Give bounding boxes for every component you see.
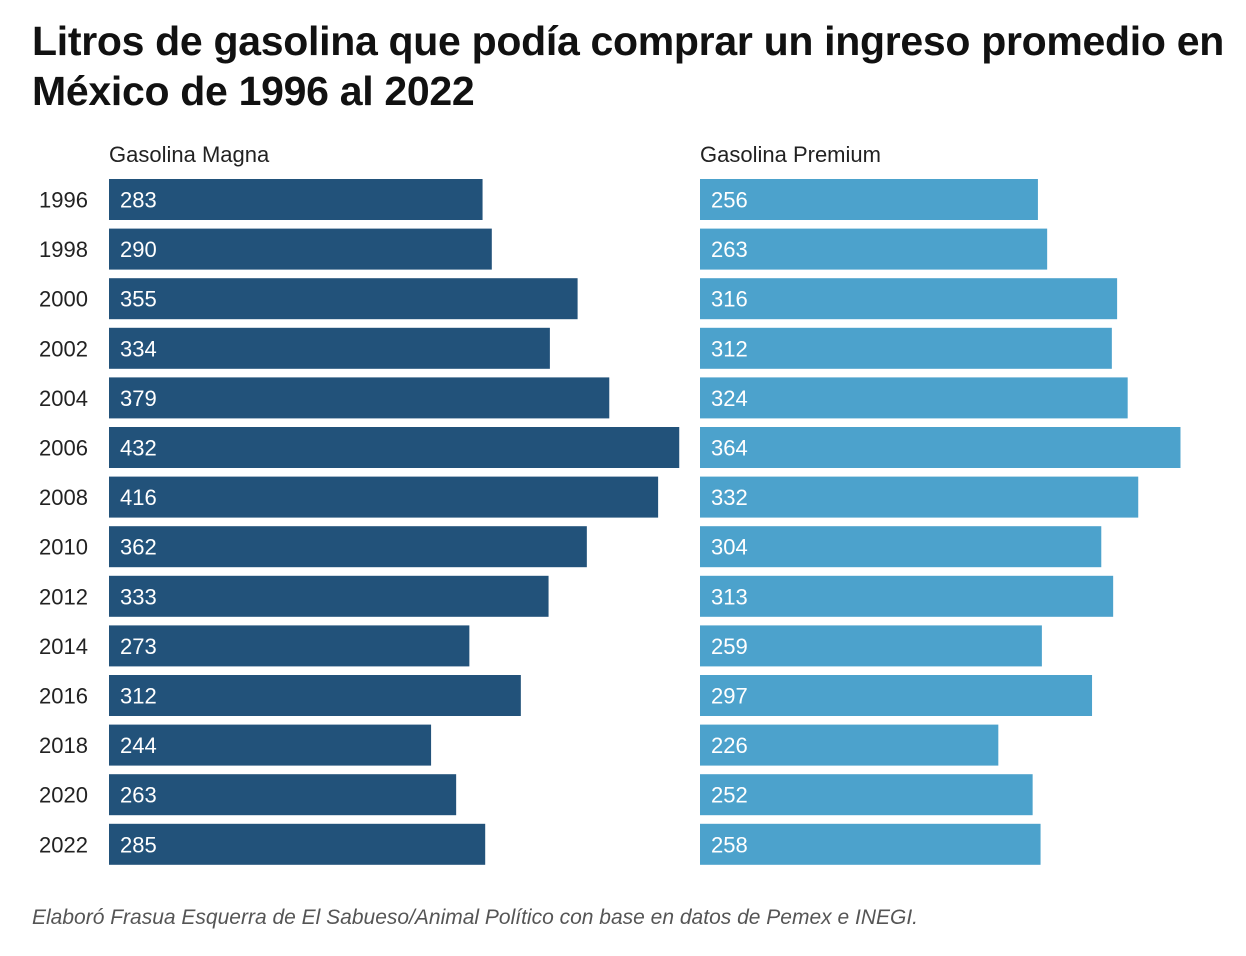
bar-chart: 1996 1998 2000 2002 2004 2006 2008 2010 2012 2014… [39, 142, 1181, 865]
bar-1-2008 [700, 476, 1139, 518]
panel-gasolina-magna: Gasolina Magna 283 290 355 334 379 432 416 362 33… [109, 142, 680, 865]
year-label-2014: 2014 [39, 634, 88, 659]
bar-value-label: 304 [711, 535, 748, 560]
bar-value-label: 312 [120, 684, 157, 709]
bar-value-label: 416 [120, 485, 157, 510]
bar-0-2020 [109, 774, 457, 816]
year-label-2008: 2008 [39, 485, 88, 510]
bar-value-label: 362 [120, 535, 157, 560]
bar-0-2008 [109, 476, 659, 518]
year-label-2002: 2002 [39, 336, 88, 361]
bar-0-2012 [109, 575, 549, 617]
year-label-2018: 2018 [39, 733, 88, 758]
bar-value-label: 324 [711, 386, 748, 411]
panel-gasolina-premium: Gasolina Premium 256 263 316 312 324 364 332 304… [700, 142, 1181, 865]
series-header-1: Gasolina Premium [700, 142, 881, 167]
year-label-2000: 2000 [39, 287, 88, 312]
bar-value-label: 252 [711, 783, 748, 808]
bar-0-2006 [109, 427, 680, 468]
chart-title: Litros de gasolina que podía comprar un … [32, 18, 1224, 114]
bar-1-2012 [700, 575, 1114, 617]
bar-value-label: 290 [120, 237, 157, 262]
bar-value-label: 283 [120, 188, 157, 213]
bar-0-2016 [109, 675, 521, 716]
bar-0-2004 [109, 377, 610, 419]
bar-1-2014 [700, 625, 1042, 667]
bar-value-label: 333 [120, 584, 157, 609]
bar-0-2002 [109, 327, 550, 369]
bar-1-2020 [700, 774, 1033, 816]
bar-0-2010 [109, 526, 587, 568]
bar-0-2022 [109, 823, 486, 865]
year-label-2012: 2012 [39, 584, 88, 609]
year-label-2022: 2022 [39, 832, 88, 857]
bar-0-2014 [109, 625, 470, 667]
bar-1-1996 [700, 179, 1038, 220]
bar-value-label: 312 [711, 336, 748, 361]
year-label-2004: 2004 [39, 386, 88, 411]
bar-value-label: 334 [120, 336, 157, 361]
bar-value-label: 273 [120, 634, 157, 659]
bar-1-2006 [700, 427, 1181, 468]
year-label-2010: 2010 [39, 535, 88, 560]
source-note: Elaboró Frasua Esquerra de El Sabueso/An… [32, 906, 918, 929]
bar-1-2004 [700, 377, 1128, 419]
year-label-2016: 2016 [39, 684, 88, 709]
bar-1-2022 [700, 823, 1041, 865]
bar-value-label: 313 [711, 584, 748, 609]
bar-1-2002 [700, 327, 1112, 369]
bar-value-label: 297 [711, 684, 748, 709]
bar-1-2010 [700, 526, 1102, 568]
bar-1-1998 [700, 228, 1048, 270]
bar-value-label: 258 [711, 832, 748, 857]
bar-value-label: 263 [120, 783, 157, 808]
bar-value-label: 355 [120, 287, 157, 312]
bar-value-label: 285 [120, 832, 157, 857]
bar-value-label: 379 [120, 386, 157, 411]
bar-value-label: 226 [711, 733, 748, 758]
bar-0-1998 [109, 228, 492, 270]
bar-value-label: 256 [711, 188, 748, 213]
year-labels: 1996 1998 2000 2002 2004 2006 2008 2010 2012 2014… [39, 188, 88, 858]
year-label-2006: 2006 [39, 436, 88, 461]
bar-1-2018 [700, 724, 999, 766]
bar-value-label: 316 [711, 287, 748, 312]
bar-0-2000 [109, 278, 578, 320]
bar-0-1996 [109, 179, 483, 220]
bar-value-label: 332 [711, 485, 748, 510]
bar-value-label: 364 [711, 436, 748, 461]
bar-1-2016 [700, 675, 1093, 716]
year-label-1998: 1998 [39, 237, 88, 262]
bar-1-2000 [700, 278, 1118, 320]
bar-value-label: 259 [711, 634, 748, 659]
bar-value-label: 432 [120, 436, 157, 461]
series-header-0: Gasolina Magna [109, 142, 270, 167]
bar-value-label: 263 [711, 237, 748, 262]
year-label-1996: 1996 [39, 188, 88, 213]
bar-value-label: 244 [120, 733, 157, 758]
bar-0-2018 [109, 724, 432, 766]
year-label-2020: 2020 [39, 783, 88, 808]
